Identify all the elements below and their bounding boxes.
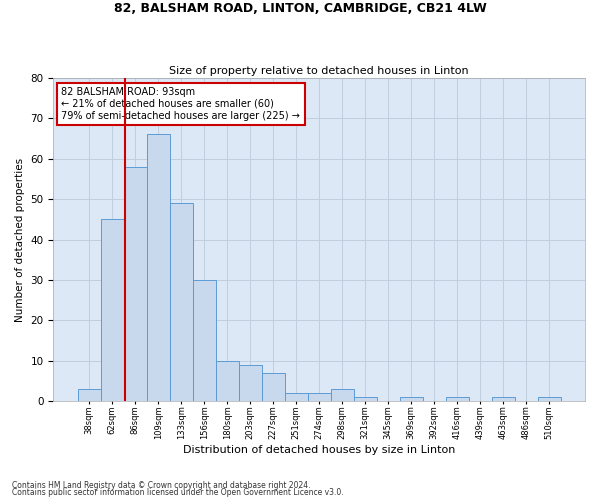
Bar: [170, 203, 193, 402]
Bar: [284, 394, 308, 402]
Bar: [215, 361, 239, 402]
Bar: [101, 220, 124, 402]
Bar: [146, 134, 170, 402]
Bar: [193, 280, 215, 402]
Bar: [239, 365, 262, 402]
Text: Contains HM Land Registry data © Crown copyright and database right 2024.: Contains HM Land Registry data © Crown c…: [12, 480, 311, 490]
Bar: [446, 398, 469, 402]
Bar: [354, 398, 377, 402]
Bar: [492, 398, 515, 402]
X-axis label: Distribution of detached houses by size in Linton: Distribution of detached houses by size …: [183, 445, 455, 455]
Bar: [124, 166, 146, 402]
Bar: [77, 390, 101, 402]
Title: Size of property relative to detached houses in Linton: Size of property relative to detached ho…: [169, 66, 469, 76]
Text: Contains public sector information licensed under the Open Government Licence v3: Contains public sector information licen…: [12, 488, 344, 497]
Bar: [400, 398, 423, 402]
Bar: [308, 394, 331, 402]
Text: 82 BALSHAM ROAD: 93sqm
← 21% of detached houses are smaller (60)
79% of semi-det: 82 BALSHAM ROAD: 93sqm ← 21% of detached…: [61, 88, 300, 120]
Bar: [538, 398, 561, 402]
Text: 82, BALSHAM ROAD, LINTON, CAMBRIDGE, CB21 4LW: 82, BALSHAM ROAD, LINTON, CAMBRIDGE, CB2…: [113, 2, 487, 16]
Bar: [262, 373, 284, 402]
Bar: [331, 390, 354, 402]
Y-axis label: Number of detached properties: Number of detached properties: [15, 158, 25, 322]
